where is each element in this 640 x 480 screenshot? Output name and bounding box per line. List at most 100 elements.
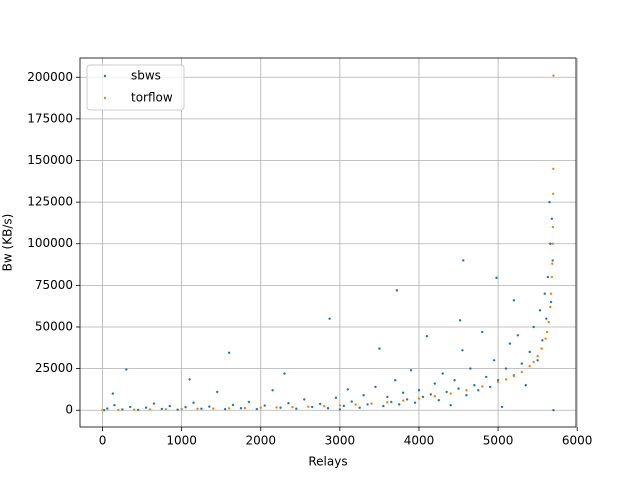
point xyxy=(453,379,456,382)
point xyxy=(366,403,369,406)
point xyxy=(136,408,140,412)
point xyxy=(445,390,448,394)
legend-marker xyxy=(103,74,107,78)
y-tick-label: 75000 xyxy=(35,278,73,292)
y-tick-label: 50000 xyxy=(35,319,73,333)
point xyxy=(310,405,314,409)
point xyxy=(528,364,531,368)
point xyxy=(160,407,164,411)
point xyxy=(113,404,116,407)
y-tick-label: 100000 xyxy=(27,236,73,250)
y-axis-label: Bw (KB/s) xyxy=(1,214,15,272)
point xyxy=(433,382,436,385)
point xyxy=(358,406,361,409)
point xyxy=(551,192,555,196)
point xyxy=(500,405,504,409)
x-tick-label: 6000 xyxy=(562,434,593,448)
point xyxy=(164,408,168,411)
point xyxy=(144,406,148,409)
point xyxy=(485,375,488,379)
point xyxy=(111,392,115,395)
point xyxy=(413,401,417,404)
point xyxy=(552,74,555,77)
point xyxy=(148,408,152,411)
point xyxy=(401,391,405,394)
point xyxy=(437,399,440,402)
point xyxy=(496,379,500,382)
point xyxy=(520,370,524,374)
point xyxy=(552,167,555,171)
point xyxy=(516,334,520,337)
point xyxy=(318,402,322,406)
point xyxy=(465,394,468,397)
point xyxy=(481,330,484,334)
point xyxy=(409,369,413,372)
point xyxy=(433,395,436,398)
y-tick-label: 0 xyxy=(65,403,73,417)
point xyxy=(449,404,452,407)
point xyxy=(326,407,330,410)
point xyxy=(192,401,195,404)
point xyxy=(121,408,124,411)
y-tick-label: 200000 xyxy=(27,70,73,84)
point xyxy=(370,402,373,405)
point xyxy=(488,385,492,389)
point xyxy=(458,319,462,322)
point xyxy=(549,242,552,245)
point xyxy=(496,380,500,384)
point xyxy=(354,403,357,406)
point xyxy=(543,292,546,295)
point xyxy=(492,359,496,362)
point xyxy=(549,305,552,309)
x-tick-label: 4000 xyxy=(404,434,435,448)
point xyxy=(547,320,550,324)
series-points xyxy=(101,74,555,412)
y-tick-label: 150000 xyxy=(27,153,73,167)
point xyxy=(544,337,547,340)
point xyxy=(550,275,554,279)
point xyxy=(536,354,539,358)
y-tick-label: 175000 xyxy=(27,111,73,125)
point xyxy=(429,393,433,396)
point xyxy=(504,378,508,381)
point xyxy=(303,398,306,401)
point xyxy=(168,404,171,408)
point xyxy=(512,299,516,302)
x-tick-label: 5000 xyxy=(483,434,514,448)
point xyxy=(545,330,549,334)
point xyxy=(243,406,247,410)
x-tick-label: 3000 xyxy=(325,434,356,448)
point xyxy=(549,300,553,304)
point xyxy=(481,385,484,388)
point xyxy=(512,374,516,378)
point xyxy=(532,360,535,364)
point xyxy=(227,407,231,410)
point xyxy=(374,385,377,389)
point xyxy=(129,405,132,409)
point xyxy=(401,399,405,402)
point xyxy=(283,372,286,375)
point xyxy=(200,407,203,410)
x-tick-label: 2000 xyxy=(245,434,276,448)
point xyxy=(546,275,550,279)
point xyxy=(520,362,524,365)
point xyxy=(538,309,542,312)
point xyxy=(551,262,554,265)
point xyxy=(417,389,421,392)
point xyxy=(350,400,353,403)
point xyxy=(231,403,235,407)
point xyxy=(188,378,191,381)
point xyxy=(334,396,338,399)
point xyxy=(239,407,243,410)
point xyxy=(395,289,399,292)
point xyxy=(528,350,531,354)
point xyxy=(541,339,544,342)
point xyxy=(462,259,465,262)
point xyxy=(223,408,227,411)
x-tick-label: 1000 xyxy=(166,434,197,448)
point xyxy=(117,408,120,412)
point xyxy=(152,402,156,405)
point xyxy=(291,405,294,409)
point xyxy=(255,407,259,411)
